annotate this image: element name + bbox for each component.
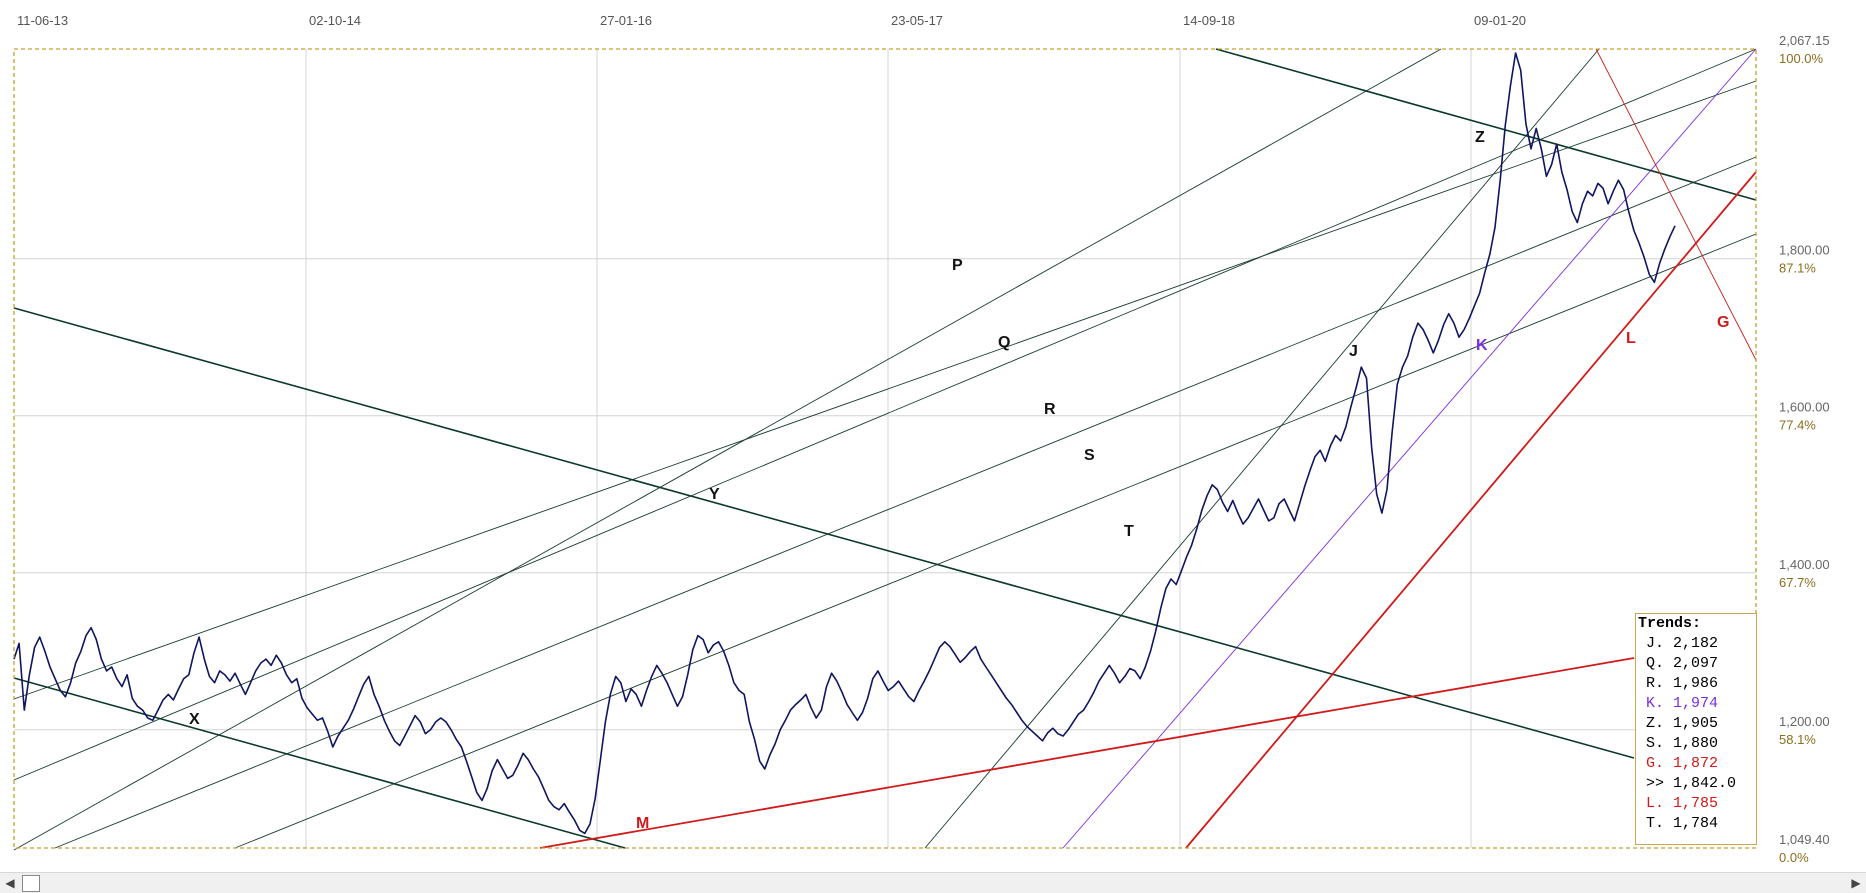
trend-label-g: G [1717, 314, 1729, 331]
trend-label-r: R [1044, 401, 1056, 418]
trend-line-s [54, 156, 1757, 849]
trend-label-q: Q [998, 334, 1010, 351]
trend-line-m [539, 657, 1635, 849]
y-tick-label: 1,400.00 [1779, 557, 1830, 572]
chart-grid [14, 49, 1756, 848]
trend-line-j [924, 48, 1600, 849]
y-tick-percent: 77.4% [1779, 418, 1816, 433]
legend-row: R. 1,986 [1646, 675, 1719, 692]
legend-rows: J. 2,182 Q. 2,097 R. 1,986 K. 1,974 Z. 1,905… [1636, 634, 1756, 834]
trend-lines [13, 48, 1757, 851]
legend-row: Q. 2,097 [1646, 655, 1719, 672]
trend-line-l [1185, 171, 1757, 849]
x-tick-label: 02-10-14 [309, 13, 361, 28]
trend-label-x: X [189, 711, 200, 728]
trend-line-k [1062, 48, 1757, 849]
trend-line-t [234, 233, 1757, 849]
y-axis: 2,067.15 100.0% 1,800.00 87.1% 1,600.00 77.4%… [1779, 33, 1830, 865]
legend-row: Z. 1,905 [1646, 715, 1719, 732]
y-tick-percent: 100.0% [1779, 51, 1824, 66]
trend-line-r [13, 80, 1757, 700]
trend-line-q [13, 48, 1757, 781]
price-series [13, 52, 1676, 835]
y-tick-percent: 67.7% [1779, 575, 1816, 590]
chart-canvas: 11-06-13 02-10-14 27-01-16 23-05-17 14-09-18… [13, 13, 1830, 865]
x-tick-label: 14-09-18 [1183, 13, 1235, 28]
price-line [13, 52, 1676, 835]
x-tick-label: 09-01-20 [1474, 13, 1526, 28]
x-tick-label: 27-01-16 [600, 13, 652, 28]
trend-line-x [13, 677, 626, 849]
trend-label-z: Z [1475, 129, 1485, 146]
y-tick-label: 1,600.00 [1779, 400, 1830, 415]
x-tick-label: 23-05-17 [891, 13, 943, 28]
trend-line-y [13, 307, 1635, 759]
scroll-right-icon[interactable]: ▶ [1851, 876, 1861, 890]
trend-line-labels: P Q R S T J K Z Y X M L G [189, 129, 1729, 832]
trend-label-m: M [636, 815, 649, 832]
y-tick-percent: 0.0% [1779, 850, 1809, 865]
horizontal-scrollbar[interactable]: ◀ ▶ [0, 872, 1866, 893]
trends-legend: Trends: J. 2,182 Q. 2,097 R. 1,986 K. 1,974… [1635, 613, 1757, 845]
legend-row: J. 2,182 [1646, 635, 1719, 652]
legend-row: S. 1,880 [1646, 735, 1719, 752]
trend-label-s: S [1084, 447, 1095, 464]
y-tick-label: 1,049.40 [1779, 832, 1830, 847]
legend-row: >> 1,842.0 [1646, 775, 1737, 792]
y-tick-label: 2,067.15 [1779, 33, 1830, 48]
legend-row: G. 1,872 [1646, 755, 1719, 772]
trend-label-k: K [1476, 337, 1488, 354]
legend-row: L. 1,785 [1646, 795, 1719, 812]
trend-label-t: T [1124, 523, 1134, 540]
trend-label-y: Y [709, 486, 720, 503]
trend-line-p [13, 48, 1442, 851]
y-tick-percent: 58.1% [1779, 732, 1816, 747]
y-tick-label: 1,200.00 [1779, 714, 1830, 729]
legend-row: K. 1,974 [1646, 695, 1719, 712]
scroll-left-icon[interactable]: ◀ [5, 876, 15, 890]
y-tick-label: 1,800.00 [1779, 243, 1830, 258]
scrollbar-thumb[interactable] [22, 875, 40, 892]
trend-line-g [1595, 48, 1757, 361]
y-tick-percent: 87.1% [1779, 261, 1816, 276]
trend-line-z [1215, 48, 1757, 201]
trend-label-p: P [952, 257, 963, 274]
trend-label-l: L [1626, 330, 1636, 347]
legend-row: T. 1,784 [1646, 815, 1719, 832]
legend-title: Trends: [1638, 615, 1702, 632]
x-tick-label: 11-06-13 [17, 13, 68, 28]
trend-label-j: J [1349, 343, 1358, 360]
plot-frame [13, 48, 1757, 849]
x-axis: 11-06-13 02-10-14 27-01-16 23-05-17 14-09-18… [17, 13, 1526, 28]
